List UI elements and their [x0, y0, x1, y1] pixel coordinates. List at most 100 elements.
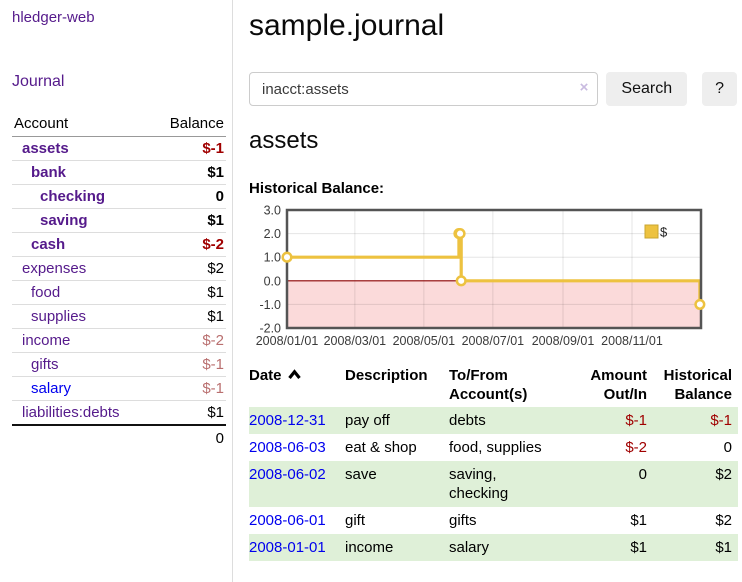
account-row: assets $-1 [12, 136, 226, 161]
account-balance: 0 [151, 184, 226, 209]
account-row: gifts $-1 [12, 352, 226, 377]
account-row: checking 0 [12, 184, 226, 209]
account-balance: $-1 [151, 376, 226, 401]
transaction-date-link[interactable]: 2008-06-01 [249, 512, 326, 529]
register-col-historical-balance: Historical Balance [663, 367, 732, 403]
transaction-accounts: gifts [449, 512, 477, 529]
register-col-description: Description [345, 367, 428, 384]
register-row: 2008-12-31 pay off debts $-1 $-1 [249, 407, 738, 434]
transaction-accounts: debts [449, 412, 486, 429]
account-row: expenses $2 [12, 256, 226, 281]
account-balance: $2 [151, 256, 226, 281]
search-row: × Search ? [249, 72, 737, 106]
account-table-header: Account Balance [12, 112, 226, 137]
svg-text:2008/11/01: 2008/11/01 [601, 334, 663, 348]
transaction-accounts: food, supplies [449, 439, 542, 456]
account-link[interactable]: assets [22, 140, 69, 157]
account-row: income $-2 [12, 328, 226, 353]
transaction-balance: $1 [715, 539, 732, 556]
account-balance: $1 [151, 304, 226, 329]
transaction-description: eat & shop [345, 439, 417, 456]
legend-swatch [644, 224, 659, 239]
account-link[interactable]: income [22, 332, 71, 349]
transaction-description: income [345, 539, 394, 556]
transaction-date-link[interactable]: 2008-12-31 [249, 412, 326, 429]
balance-column-header: Balance [151, 112, 226, 137]
chart-container: $3.0 2.0 1.0 0.0 -1.0 -2.0 2008/01/01 2008/03/0… [249, 204, 737, 354]
transaction-amount: $1 [630, 512, 647, 529]
transaction-date-link[interactable]: 2008-06-02 [249, 466, 326, 483]
account-row: bank $1 [12, 160, 226, 185]
svg-text:2.0: 2.0 [264, 227, 281, 241]
transaction-balance: $-1 [710, 412, 732, 429]
account-balance-table: Account Balance assets $-1 bank $1 checking 0… [12, 112, 226, 450]
register-row: 2008-06-02 save saving, checking 0 $2 [249, 461, 738, 507]
account-row: saving $1 [12, 208, 226, 233]
app-title-link[interactable]: hledger-web [12, 9, 95, 26]
account-balance: $-2 [151, 328, 226, 353]
account-link[interactable]: food [31, 284, 61, 301]
svg-text:2008/03/01: 2008/03/01 [324, 334, 387, 348]
transaction-description: save [345, 466, 377, 483]
account-heading: assets [249, 127, 319, 154]
svg-text:2008/09/01: 2008/09/01 [532, 334, 595, 348]
transaction-accounts: salary [449, 539, 490, 556]
search-button[interactable]: Search [606, 72, 688, 106]
account-row: supplies $1 [12, 304, 226, 329]
clear-search-icon[interactable]: × [579, 79, 589, 96]
register-row: 2008-06-01 gift gifts $1 $2 [249, 507, 738, 534]
transaction-balance: 0 [723, 439, 732, 456]
register-col-to-from-account-s-: To/From Account(s) [449, 367, 528, 403]
sidebar: hledger-web Journal Account Balance asse… [0, 0, 233, 582]
journal-title: sample.journal [249, 9, 445, 42]
account-balance: $-1 [151, 136, 226, 161]
legend-label: $ [660, 225, 668, 240]
svg-text:2008/01/01: 2008/01/01 [256, 334, 319, 348]
account-column-header: Account [12, 112, 152, 137]
search-help-button[interactable]: ? [702, 72, 737, 106]
svg-text:2008/07/01: 2008/07/01 [462, 334, 525, 348]
account-balance: $-1 [151, 352, 226, 377]
svg-text:3.0: 3.0 [264, 204, 281, 218]
transaction-description: pay off [345, 412, 390, 429]
register-col-amount-out-in: Amount Out/In [590, 367, 647, 403]
account-link[interactable]: gifts [31, 356, 59, 373]
account-link[interactable]: checking [40, 188, 106, 205]
svg-text:0.0: 0.0 [264, 274, 281, 288]
svg-text:-2.0: -2.0 [259, 322, 281, 336]
account-balance: $1 [151, 280, 226, 305]
sort-asc-icon [287, 369, 301, 380]
svg-text:2008/05/01: 2008/05/01 [393, 334, 456, 348]
account-row: liabilities:debts $1 [12, 400, 226, 426]
account-rows: assets $-1 bank $1 checking 0 saving $1 cash $-2 e… [12, 136, 226, 426]
transaction-amount: 0 [638, 466, 647, 483]
account-link[interactable]: salary [31, 380, 72, 397]
account-balance: $1 [151, 160, 226, 185]
register-row: 2008-01-01 income salary $1 $1 [249, 534, 738, 561]
nav-journal-link[interactable]: Journal [12, 73, 65, 90]
account-total-balance: 0 [151, 424, 226, 450]
account-link[interactable]: expenses [22, 260, 87, 277]
transaction-accounts: saving, checking [449, 466, 509, 502]
register-header-row: Date Description To/From Account(s) Amount … [249, 364, 738, 407]
account-link[interactable]: liabilities:debts [22, 404, 120, 421]
register-rows: 2008-12-31 pay off debts $-1 $-1 2008-06-03 ea… [249, 407, 738, 561]
svg-text:1.0: 1.0 [264, 251, 281, 265]
register-col-date[interactable]: Date [249, 364, 345, 407]
account-link[interactable]: saving [40, 212, 88, 229]
register-table: Date Description To/From Account(s) Amount … [249, 364, 738, 561]
search-input[interactable] [249, 72, 599, 106]
transaction-date-link[interactable]: 2008-06-03 [249, 439, 326, 456]
account-link[interactable]: supplies [31, 308, 87, 325]
transaction-amount: $-2 [625, 439, 647, 456]
account-link[interactable]: cash [31, 236, 66, 253]
transaction-amount: $1 [630, 539, 647, 556]
account-row: food $1 [12, 280, 226, 305]
transaction-date-link[interactable]: 2008-01-01 [249, 539, 326, 556]
account-row: cash $-2 [12, 232, 226, 257]
account-link[interactable]: bank [31, 164, 67, 181]
account-balance: $1 [151, 208, 226, 233]
account-row: salary $-1 [12, 376, 226, 401]
svg-text:-1.0: -1.0 [259, 298, 281, 312]
